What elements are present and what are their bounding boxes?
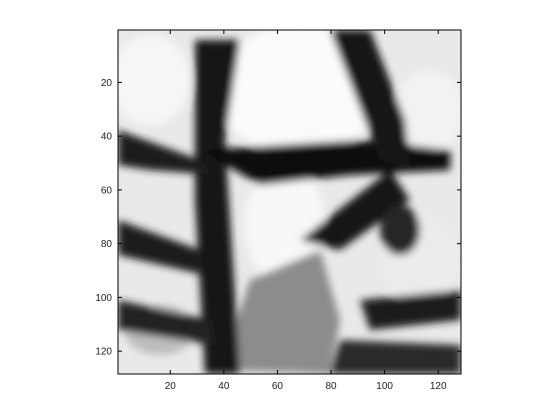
heatmap-image [118,30,461,374]
dark-branch-main [195,40,240,374]
x-tick-label: 20 [165,381,177,392]
y-tick-label: 60 [101,185,113,196]
axes-box [117,29,462,375]
dark-branch-lower-right [300,170,410,250]
dark-band-right [360,290,461,330]
heatmap-content [118,30,461,374]
x-tick-label: 120 [430,381,447,392]
light-region-center [245,165,325,285]
x-tick-label: 100 [376,381,393,392]
dark-branch-top-left [118,130,215,175]
x-tick-label: 40 [218,381,230,392]
dark-branch-left-bottom [118,300,215,345]
dark-band-bottom-right [330,340,461,374]
dark-branch-left-lower [118,220,205,275]
gray-trunk-region [220,250,340,374]
y-tick-label: 120 [95,347,112,358]
dark-branch-right [330,30,410,170]
y-axis-tick-labels: 20 40 60 80 100 120 [95,78,112,358]
y-tick-label: 100 [95,293,112,304]
x-tick-label: 60 [272,381,284,392]
light-region-left [118,35,190,125]
dark-knot [380,205,420,255]
x-axis-tick-labels: 20 40 60 80 100 120 [165,381,447,392]
y-axis-ticks [118,81,461,352]
x-axis-ticks [169,30,439,374]
x-tick-label: 80 [325,381,337,392]
y-tick-label: 20 [101,78,113,89]
y-tick-label: 40 [101,132,113,143]
light-region-right [395,70,461,150]
y-tick-label: 80 [101,239,113,250]
